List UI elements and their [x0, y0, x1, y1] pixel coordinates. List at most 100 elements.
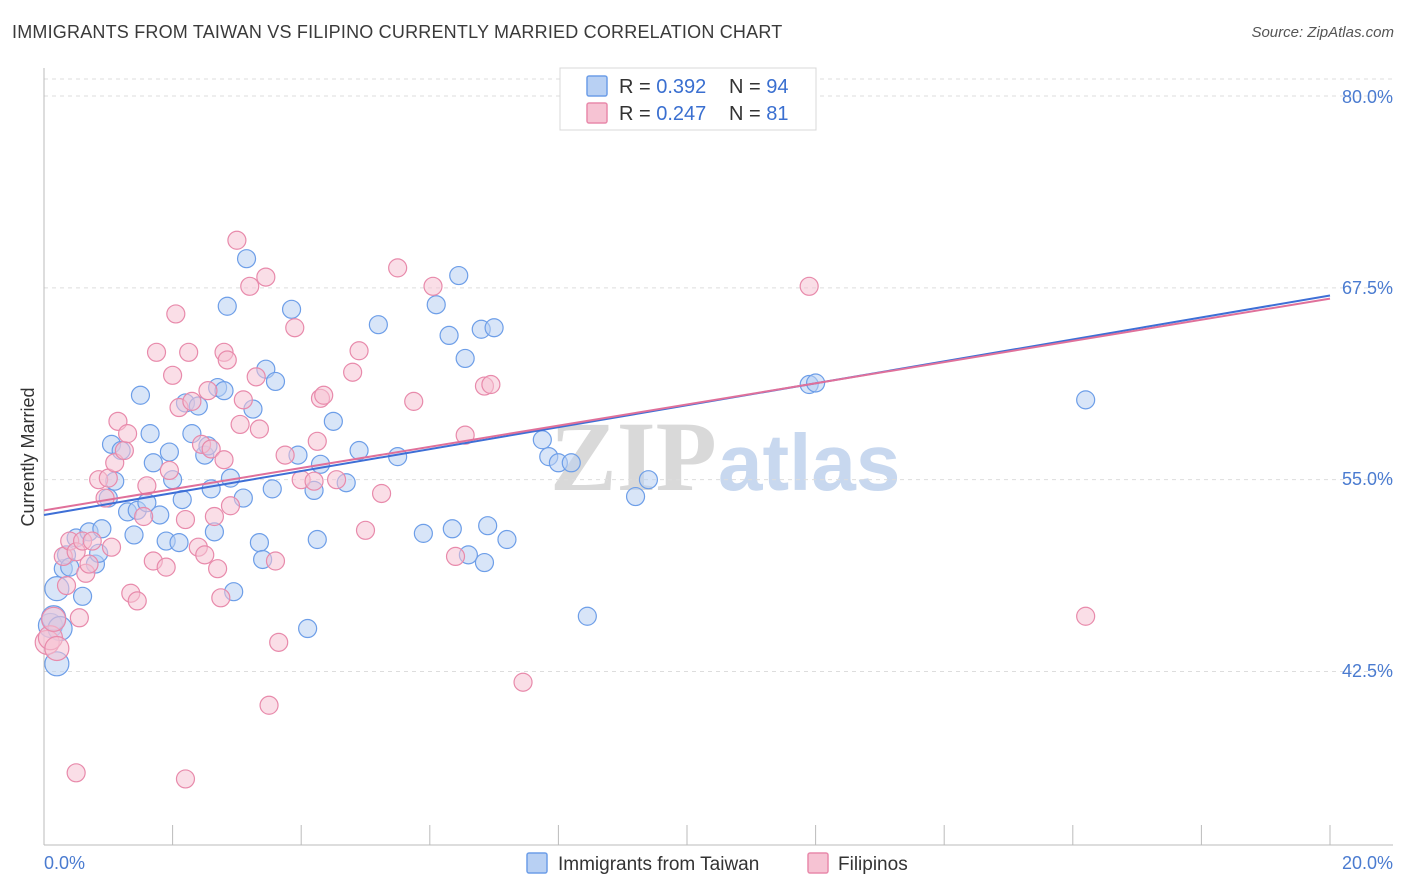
point-taiwan-77	[577, 606, 597, 626]
bottom-legend-label-taiwan: Immigrants from Taiwan	[558, 854, 759, 875]
point-filipino-40	[204, 506, 224, 527]
point-filipino-8	[69, 608, 89, 628]
point-taiwan-73	[532, 430, 552, 450]
point-taiwan-54	[307, 529, 327, 550]
point-taiwan-56	[323, 411, 343, 431]
point-filipino-33	[179, 342, 199, 362]
series-taiwan-points	[37, 249, 1096, 677]
legend-n-label-filipino: N =	[729, 103, 766, 125]
point-taiwan-52	[298, 618, 318, 639]
y-axis-title: Currently Married	[18, 387, 38, 526]
point-filipino-37	[195, 545, 215, 565]
point-taiwan-66	[455, 348, 475, 369]
point-taiwan-58	[349, 440, 369, 461]
point-filipino-24	[137, 476, 157, 496]
point-filipino-26	[146, 342, 167, 362]
point-filipino-69	[404, 391, 424, 411]
point-filipino-5	[56, 575, 77, 596]
svg-text:R = 0.392: R = 0.392	[619, 76, 706, 98]
point-filipino-68	[388, 258, 408, 278]
point-filipino-79	[214, 450, 234, 470]
point-filipino-23	[134, 506, 154, 527]
point-filipino-78	[66, 763, 86, 783]
legend-swatch-filipino	[586, 102, 608, 124]
point-taiwan-49	[262, 479, 282, 499]
legend-n-value-filipino: 81	[766, 103, 788, 125]
point-filipino-63	[326, 470, 347, 490]
point-taiwan-43	[236, 249, 257, 269]
point-filipino-75	[513, 672, 533, 692]
point-filipino-44	[217, 350, 237, 370]
point-filipino-16	[101, 537, 122, 557]
svg-text:N = 94: N = 94	[729, 76, 789, 98]
y-tick-label-80: 80.0%	[1342, 87, 1393, 107]
point-filipino-67	[371, 483, 392, 504]
point-filipino-39	[201, 439, 221, 459]
point-filipino-28	[159, 460, 179, 481]
point-taiwan-28	[169, 532, 189, 553]
point-taiwan-76	[561, 453, 581, 473]
svg-text:R = 0.247: R = 0.247	[619, 103, 706, 125]
svg-text:N = 81: N = 81	[729, 103, 789, 125]
point-taiwan-24	[150, 505, 170, 525]
point-filipino-64	[343, 362, 363, 382]
point-taiwan-38	[214, 381, 234, 401]
point-filipino-60	[307, 431, 327, 451]
point-taiwan-20	[130, 385, 151, 405]
gridlines	[44, 78, 1393, 672]
point-filipino-34	[182, 391, 202, 411]
point-taiwan-62	[426, 295, 446, 315]
point-taiwan-50	[281, 299, 302, 319]
point-filipino-66	[355, 520, 376, 540]
point-filipino-2	[41, 606, 67, 632]
point-taiwan-23	[143, 453, 163, 473]
point-taiwan-70	[478, 516, 498, 536]
point-taiwan-65	[449, 265, 469, 286]
point-filipino-42	[211, 588, 231, 608]
legend-n-value-taiwan: 94	[766, 76, 788, 98]
point-taiwan-45	[249, 532, 270, 553]
point-taiwan-64	[442, 519, 462, 539]
point-taiwan-48	[265, 371, 286, 392]
y-tick-label-42-5: 42.5%	[1342, 661, 1393, 681]
point-taiwan-59	[368, 315, 388, 335]
point-taiwan-82	[1076, 390, 1096, 410]
legend-r-value-filipino: 0.247	[656, 103, 706, 125]
point-taiwan-61	[413, 523, 433, 543]
point-filipino-59	[304, 471, 324, 491]
point-filipino-29	[163, 365, 183, 385]
point-taiwan-22	[140, 424, 160, 444]
bottom-legend: Immigrants from Taiwan Filipinos	[526, 852, 908, 875]
point-filipino-30	[166, 304, 186, 324]
point-filipino-12	[82, 531, 102, 551]
point-taiwan-8	[72, 586, 93, 606]
point-filipino-65	[349, 341, 369, 361]
point-filipino-49	[240, 276, 260, 296]
point-filipino-19	[114, 440, 134, 461]
point-filipino-41	[208, 559, 228, 579]
point-filipino-57	[285, 318, 305, 338]
point-filipino-50	[246, 367, 266, 387]
trend-line-filipino	[43, 297, 1331, 512]
series-filipino-points	[34, 230, 1096, 789]
point-filipino-71	[445, 546, 466, 567]
point-taiwan-26	[159, 442, 179, 462]
trend-lines	[43, 294, 1331, 516]
chart-title: IMMIGRANTS FROM TAIWAN VS FILIPINO CURRE…	[12, 22, 783, 42]
point-filipino-52	[256, 267, 276, 287]
point-taiwan-78	[625, 486, 646, 507]
point-taiwan-39	[217, 296, 237, 316]
y-tick-label-67-5: 67.5%	[1342, 278, 1393, 298]
point-taiwan-79	[638, 470, 659, 490]
point-filipino-76	[799, 276, 819, 296]
point-filipino-70	[423, 276, 443, 296]
bottom-legend-label-filipino: Filipinos	[838, 854, 908, 875]
x-tick-label-right: 20.0%	[1342, 853, 1393, 873]
point-filipino-3	[44, 635, 70, 662]
top-legend: R = 0.392 N = 94 R = 0.247 N = 81	[559, 67, 817, 131]
bottom-legend-swatch-taiwan	[526, 852, 548, 874]
point-filipino-32	[175, 769, 196, 789]
legend-r-value-taiwan: 0.392	[656, 76, 706, 98]
point-filipino-80	[175, 509, 196, 530]
